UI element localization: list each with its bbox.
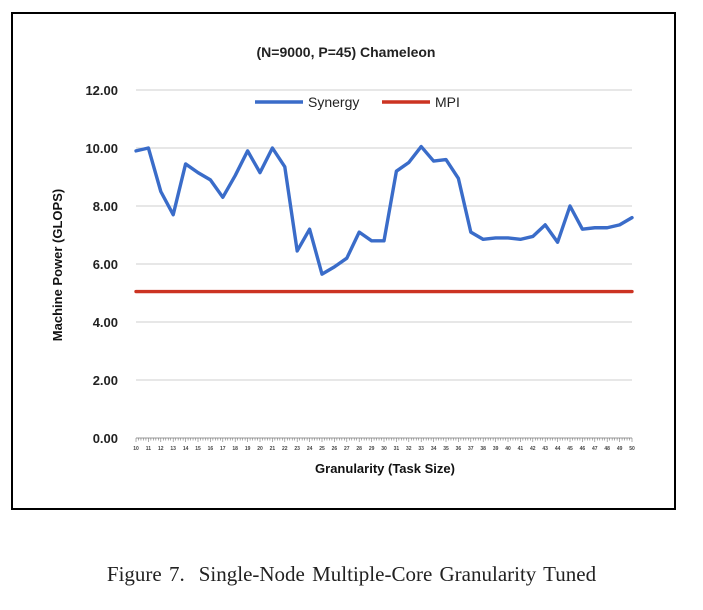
x-tick-label: 36 [456, 446, 462, 452]
legend-label-mpi: MPI [435, 94, 460, 110]
x-tick-label: 30 [381, 446, 387, 452]
x-tick-label: 13 [170, 446, 176, 452]
x-tick-label: 18 [232, 446, 238, 452]
x-tick-label: 17 [220, 446, 226, 452]
x-tick-label: 35 [443, 446, 449, 452]
y-tick-label: 12.00 [85, 83, 118, 98]
x-tick-label: 19 [245, 446, 251, 452]
x-tick-label: 12 [158, 446, 164, 452]
x-tick-label: 33 [418, 446, 424, 452]
x-tick-label: 26 [332, 446, 338, 452]
caption-label: Figure 7. [106, 562, 185, 586]
x-tick-label: 49 [617, 446, 623, 452]
y-tick-label: 8.00 [93, 199, 118, 214]
x-tick-label: 43 [542, 446, 548, 452]
x-tick-label: 23 [294, 446, 300, 452]
x-tick-label: 27 [344, 446, 350, 452]
x-tick-label: 29 [369, 446, 375, 452]
series-line-synergy [134, 144, 634, 276]
y-tick-label: 10.00 [85, 141, 118, 156]
x-tick-label: 20 [257, 446, 263, 452]
x-tick-label: 40 [505, 446, 511, 452]
x-tick-label: 25 [319, 446, 325, 452]
caption-text: Single-Node Multiple-Core Granularity Tu… [198, 562, 597, 586]
x-tick-label: 50 [629, 446, 635, 452]
x-tick-label: 47 [592, 446, 598, 452]
legend-label-synergy: Synergy [308, 94, 359, 110]
x-tick-label: 46 [580, 446, 586, 452]
legend: Synergy MPI [255, 94, 460, 110]
x-tick-label: 37 [468, 446, 474, 452]
x-tick-label: 41 [518, 446, 524, 452]
x-tick-label: 24 [307, 446, 313, 452]
figure-caption: Figure 7. Single-Node Multiple-Core Granu… [0, 562, 703, 587]
chart-title: (N=9000, P=45) Chameleon [257, 44, 436, 60]
x-tick-label: 15 [195, 446, 201, 452]
x-tick-label: 10 [133, 446, 139, 452]
x-tick-label: 44 [555, 446, 561, 452]
x-tick-label: 16 [208, 446, 214, 452]
x-tick-label: 38 [480, 446, 486, 452]
y-tick-label: 0.00 [93, 431, 118, 446]
x-tick-label: 11 [146, 446, 152, 452]
x-tick-label: 32 [406, 446, 412, 452]
x-tick-label: 31 [394, 446, 400, 452]
x-tick-label: 21 [270, 446, 276, 452]
x-tick-label: 34 [431, 446, 437, 452]
x-tick-label: 45 [567, 446, 573, 452]
x-tick-label: 48 [604, 446, 610, 452]
x-tick-label: 28 [356, 446, 362, 452]
y-tick-label: 4.00 [93, 315, 118, 330]
x-axis-label: Granularity (Task Size) [315, 461, 455, 476]
x-tick-label: 22 [282, 446, 288, 452]
x-tick-label: 14 [183, 446, 189, 452]
x-tick-label: 42 [530, 446, 536, 452]
chart: 0.00 2.00 4.00 6.00 8.00 10.00 12.00 10 11 12 13 14… [50, 44, 635, 476]
y-axis-label: Machine Power (GLOPS) [50, 189, 65, 341]
x-tick-label: 39 [493, 446, 499, 452]
y-tick-label: 6.00 [93, 257, 118, 272]
series-synergy [134, 144, 634, 276]
y-tick-label: 2.00 [93, 373, 118, 388]
